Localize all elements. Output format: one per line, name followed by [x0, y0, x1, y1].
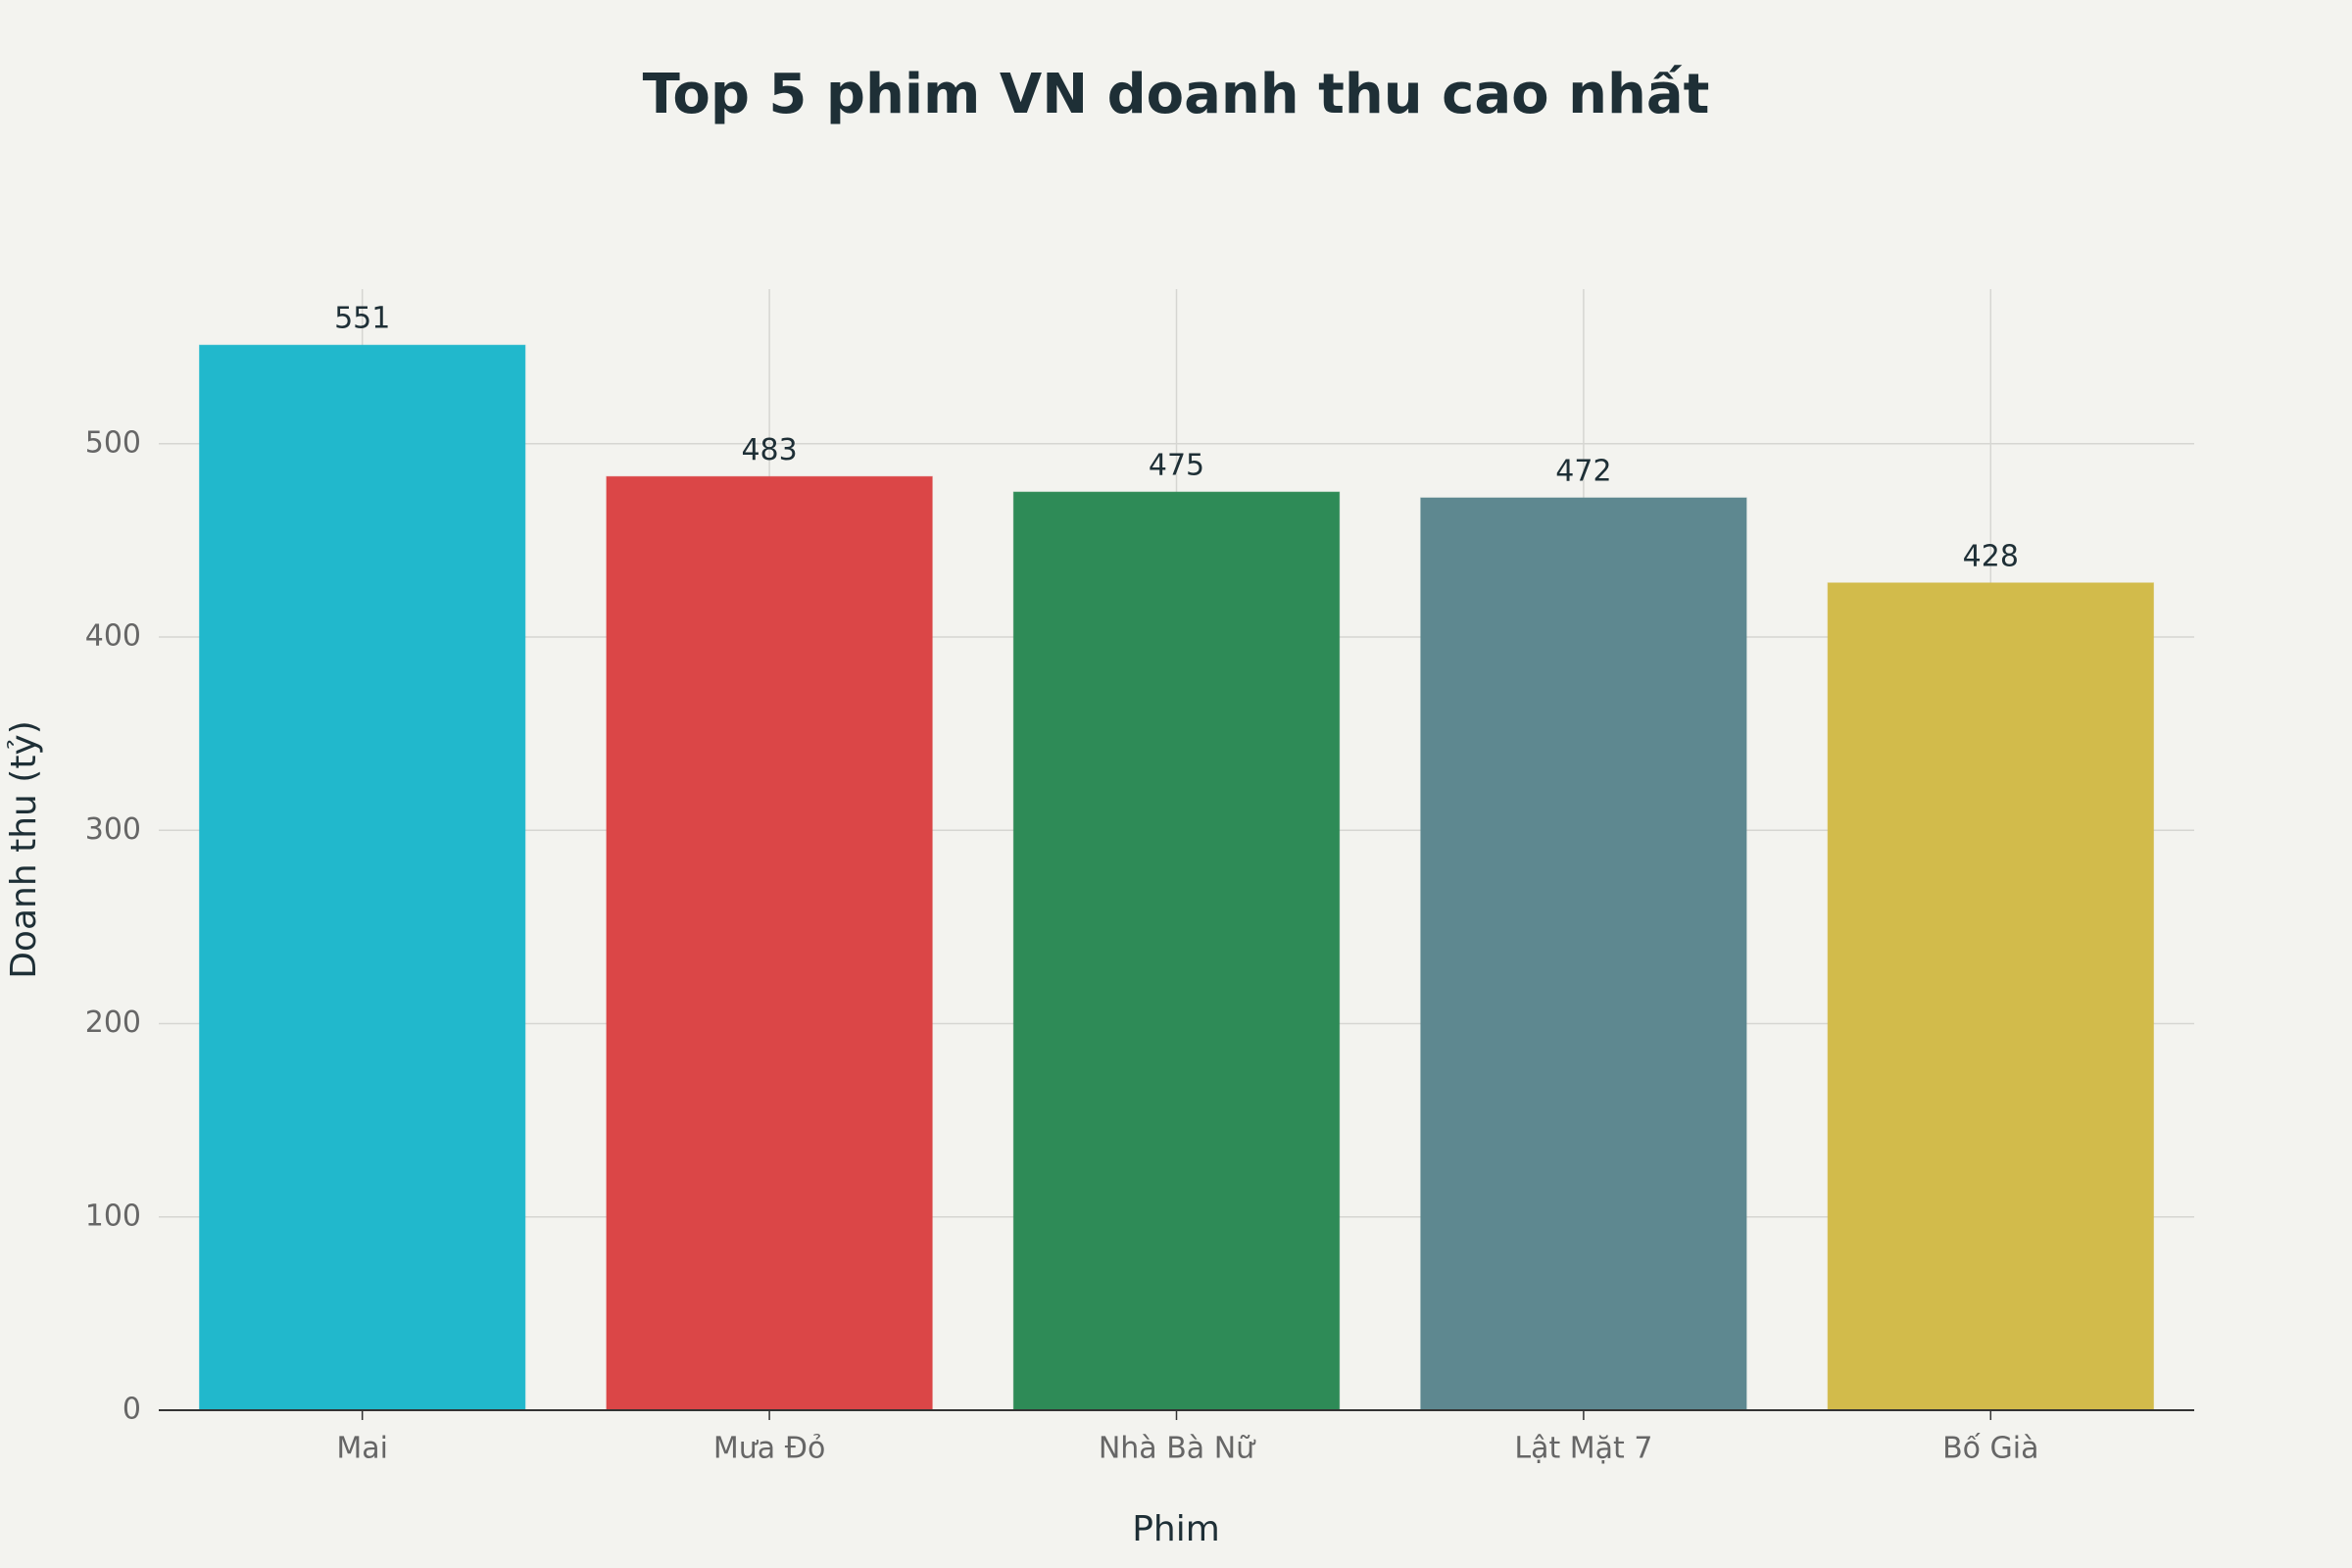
- value-label: 428: [1963, 539, 2019, 573]
- bar: [1420, 497, 1747, 1411]
- y-tick-label: 300: [85, 812, 141, 847]
- bar: [199, 344, 526, 1411]
- x-tick-label: Mưa Đỏ: [713, 1432, 825, 1466]
- value-label: 551: [334, 302, 390, 336]
- value-label: 472: [1555, 455, 1611, 489]
- x-tick-label: Lật Mặt 7: [1514, 1432, 1652, 1466]
- y-tick-label: 0: [122, 1393, 141, 1427]
- y-tick-label: 100: [85, 1199, 141, 1233]
- x-tick-label: Nhà Bà Nữ: [1099, 1432, 1256, 1466]
- x-tick-label: Bố Già: [1942, 1432, 2038, 1466]
- bar: [1012, 491, 1341, 1411]
- bar: [1827, 582, 2154, 1411]
- value-label: 483: [741, 433, 797, 467]
- y-axis-title: Doanh thu (tỷ): [4, 720, 44, 979]
- y-tick-label: 200: [85, 1005, 141, 1040]
- x-tick-label: Mai: [336, 1432, 388, 1466]
- y-tick-label: 400: [85, 619, 141, 654]
- bar: [606, 475, 933, 1411]
- y-tick-label: 500: [85, 425, 141, 460]
- chart-title: Top 5 phim VN doanh thu cao nhất: [643, 63, 1710, 126]
- plot-area: 0 100 200 300 400 500 Mai 551 Mưa Đỏ 483 Nhà Bà Nữ…: [85, 289, 2194, 1466]
- value-label: 475: [1149, 449, 1204, 483]
- x-axis-title: Phim: [1132, 1509, 1220, 1549]
